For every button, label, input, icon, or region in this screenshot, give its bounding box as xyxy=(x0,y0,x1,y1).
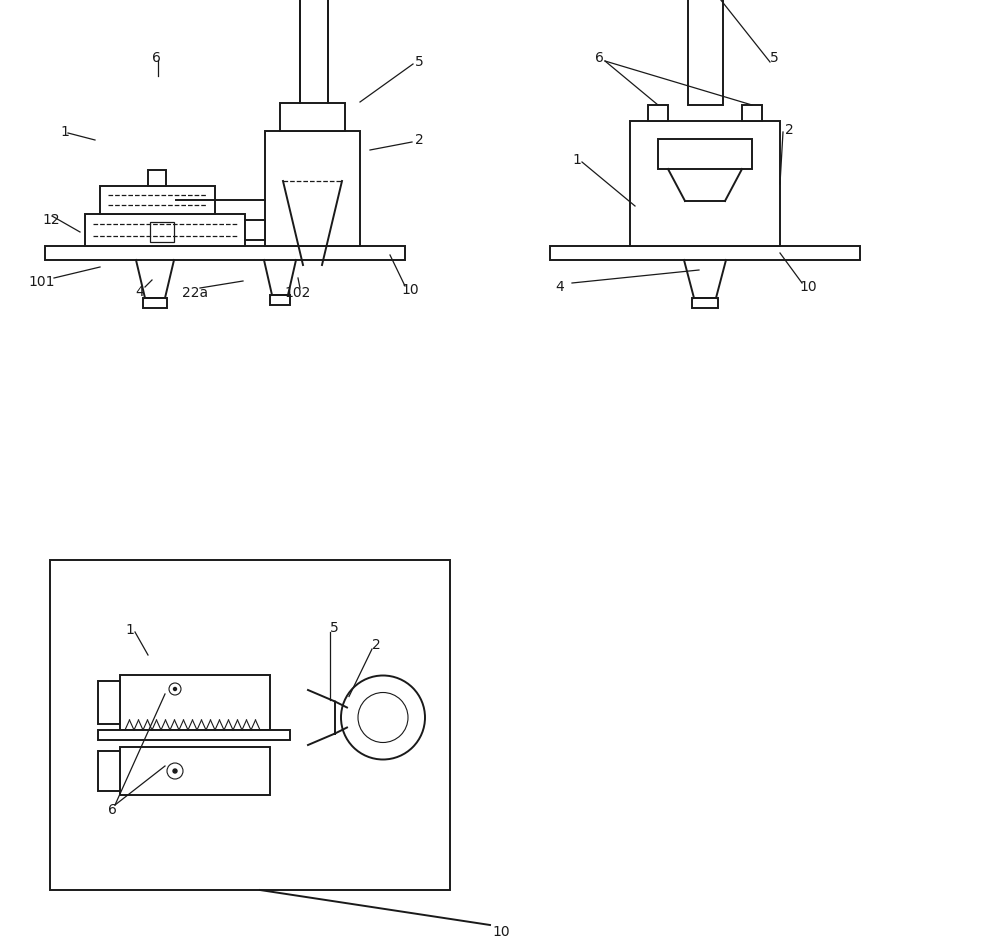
Bar xyxy=(648,105,668,121)
Bar xyxy=(270,295,290,305)
Bar xyxy=(45,246,405,260)
Bar xyxy=(100,186,215,214)
Bar xyxy=(143,298,167,308)
Text: 10: 10 xyxy=(492,925,510,939)
Circle shape xyxy=(173,769,177,773)
Bar xyxy=(148,170,166,186)
Bar xyxy=(98,681,120,724)
Bar xyxy=(300,0,328,131)
Text: 2: 2 xyxy=(372,638,381,652)
Bar xyxy=(150,222,174,242)
Bar xyxy=(98,751,120,791)
Bar xyxy=(120,675,270,730)
Text: 22a: 22a xyxy=(182,286,208,300)
Text: 1: 1 xyxy=(60,125,69,139)
Text: 6: 6 xyxy=(595,51,604,65)
Text: 4: 4 xyxy=(556,280,564,294)
Text: 2: 2 xyxy=(785,123,794,137)
Text: 5: 5 xyxy=(415,55,424,69)
Bar xyxy=(550,246,860,260)
Text: 10: 10 xyxy=(401,283,419,297)
Text: 4: 4 xyxy=(136,285,144,299)
Text: 5: 5 xyxy=(330,621,339,635)
Text: 1: 1 xyxy=(572,153,581,167)
Text: 6: 6 xyxy=(108,803,117,817)
Bar xyxy=(265,131,360,246)
Bar xyxy=(688,0,723,105)
Bar xyxy=(630,121,780,246)
Text: 5: 5 xyxy=(770,51,779,65)
Text: 10: 10 xyxy=(799,280,817,294)
Text: 1: 1 xyxy=(125,623,134,637)
Bar xyxy=(658,139,752,169)
Text: 102: 102 xyxy=(285,286,311,300)
Bar xyxy=(742,105,762,121)
Bar xyxy=(50,560,450,890)
Text: 6: 6 xyxy=(152,51,161,65)
Bar xyxy=(245,220,265,240)
Bar xyxy=(85,214,245,246)
Text: 12: 12 xyxy=(42,213,60,227)
Text: 101: 101 xyxy=(29,275,55,289)
Bar xyxy=(98,730,290,740)
Bar xyxy=(280,103,345,131)
Circle shape xyxy=(174,688,176,691)
Bar xyxy=(692,298,718,308)
Bar xyxy=(120,747,270,795)
Text: 2: 2 xyxy=(415,133,424,147)
